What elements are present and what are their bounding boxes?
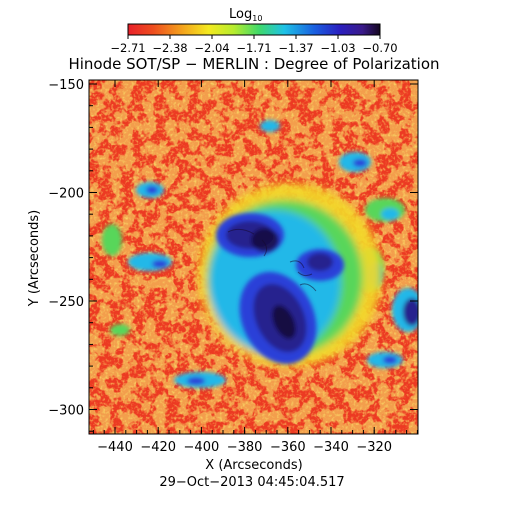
x-tick-label: −320: [356, 440, 392, 455]
plot-title: Hinode SOT/SP − MERLIN : Degree of Polar…: [68, 55, 439, 73]
colorbar-ticks: −2.71 −2.38 −2.04 −1.71 −1.37 −1.03 −0.70: [110, 35, 398, 55]
x-tick-label: −360: [270, 440, 306, 455]
x-tick-label: −420: [140, 440, 176, 455]
colorbar-tick-label: −2.38: [152, 41, 187, 55]
x-tick-label: −380: [227, 440, 263, 455]
y-axis-label: Y (Arcseconds): [27, 210, 42, 307]
colorbar-tick-label: −2.71: [110, 41, 145, 55]
y-tick-label: −200: [48, 187, 84, 202]
x-axis-ticks: −440 −420 −400 −380 −360 −340 −320: [92, 80, 418, 455]
colorbar-tick-label: −1.03: [320, 41, 355, 55]
sunspot-umbrae: [216, 213, 418, 365]
colorbar-tick-label: −1.37: [278, 41, 313, 55]
colorbar-tick-label: −2.04: [194, 41, 229, 55]
y-tick-label: −250: [48, 295, 84, 310]
timestamp: 29−Oct−2013 04:45:04.517: [159, 475, 344, 490]
colorbar-label: Log10: [229, 7, 262, 23]
colorbar-gradient: [127, 23, 381, 36]
polarization-map: [89, 80, 418, 434]
penumbral-filaments: [227, 228, 317, 292]
plot-frame: [88, 79, 419, 435]
x-tick-label: −400: [184, 440, 220, 455]
colorbar-tick-label: −0.70: [362, 41, 397, 55]
x-tick-label: −340: [313, 440, 349, 455]
colorbar-tick-label: −1.71: [236, 41, 271, 55]
colorbar: Log10 −2.71 −2.38 −2.04 −1.71 −1.37 −1.03 −0.7…: [110, 7, 397, 55]
y-tick-label: −300: [48, 404, 84, 419]
y-tick-label: −150: [48, 78, 84, 93]
y-axis-ticks: −150 −200 −250 −300: [48, 78, 418, 432]
x-tick-label: −440: [97, 440, 133, 455]
x-axis-label: X (Arcseconds): [205, 458, 302, 473]
